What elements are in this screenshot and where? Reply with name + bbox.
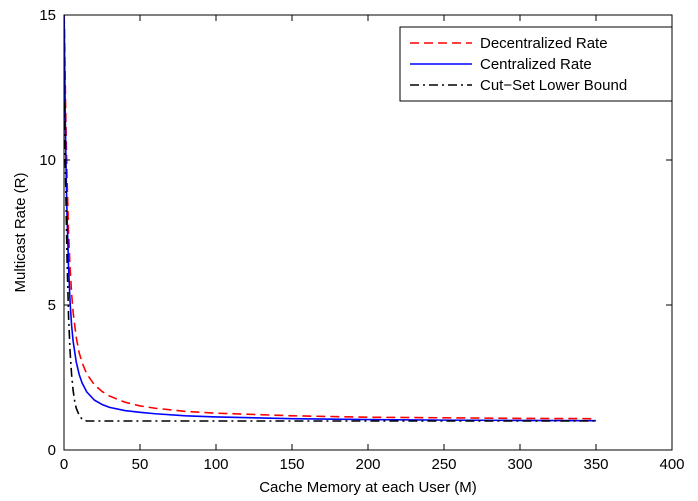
legend-label-3: Cut−Set Lower Bound: [480, 77, 627, 94]
y-tick-label: 5: [48, 297, 56, 314]
series-line-3: [64, 101, 596, 422]
y-tick-label: 10: [39, 152, 56, 169]
x-tick-label: 0: [60, 456, 68, 473]
x-tick-label: 200: [355, 456, 380, 473]
plot-layer: [64, 15, 597, 422]
legend-label-1: Decentralized Rate: [480, 35, 608, 52]
tick-layer: 0 50 100 150 200 250 300 350 400 0 5 10 15: [39, 7, 684, 473]
y-axis-label: Multicast Rate (R): [12, 172, 29, 292]
legend-items: Decentralized Rate Centralized Rate Cut−Se…: [410, 35, 627, 94]
legend: Decentralized Rate Centralized Rate Cut−Se…: [399, 26, 673, 102]
y-tick-label: 15: [39, 7, 56, 24]
x-tick-label: 150: [279, 456, 304, 473]
y-tick-label: 0: [48, 442, 56, 459]
legend-label-2: Centralized Rate: [480, 56, 592, 73]
x-tick-label: 300: [507, 456, 532, 473]
x-tick-label: 350: [583, 456, 608, 473]
x-tick-label: 250: [431, 456, 456, 473]
series-line-1: [64, 15, 597, 420]
x-tick-label: 100: [203, 456, 228, 473]
x-tick-label: 50: [132, 456, 149, 473]
x-tick-label: 400: [659, 456, 684, 473]
x-axis-label: Cache Memory at each User (M): [259, 479, 477, 496]
